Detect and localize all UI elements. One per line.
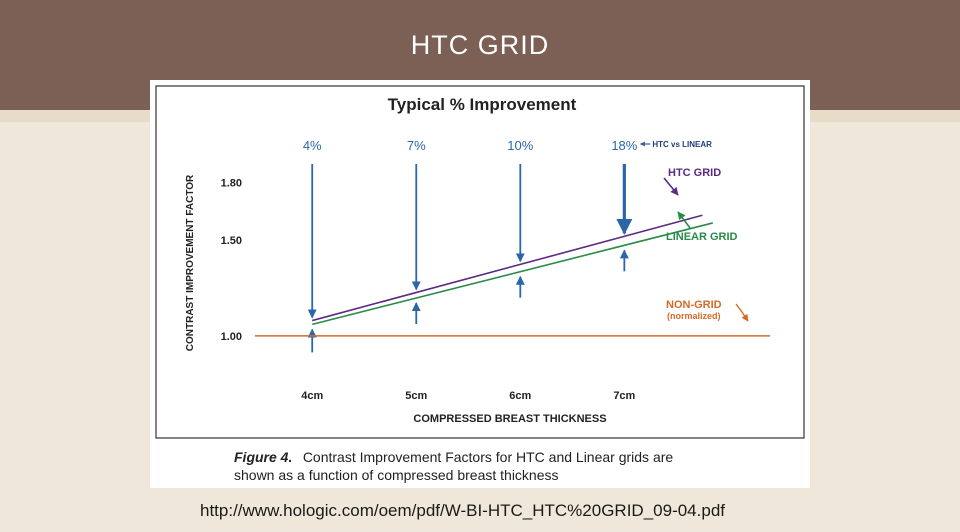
x-tick-label: 4cm xyxy=(301,390,323,402)
y-tick-label: 1.80 xyxy=(221,178,242,190)
chart-figure: Typical % Improvement CONTRAST IMPROVEME… xyxy=(150,80,810,488)
improvement-label: 7% xyxy=(407,138,426,153)
htc-pointer-arrow xyxy=(663,177,679,196)
x-tick-label: 6cm xyxy=(509,390,531,402)
chart-title: Typical % Improvement xyxy=(388,95,577,114)
figure-caption-line2: shown as a function of compressed breast… xyxy=(234,467,559,483)
series-label-htc: HTC GRID xyxy=(668,167,721,179)
improvement-label: 10% xyxy=(507,138,533,153)
y-tick-labels: 1.00 1.50 1.80 xyxy=(221,178,242,343)
series-line-htc xyxy=(312,214,703,322)
figure-caption-line1: Figure 4. Contrast Improvement Factors f… xyxy=(234,449,673,466)
source-url: http://www.hologic.com/oem/pdf/W-BI-HTC_… xyxy=(200,501,725,520)
linear-pointer-arrow xyxy=(677,211,691,229)
caption-text-1: Contrast Improvement Factors for HTC and… xyxy=(303,449,674,465)
series-sublabel-nongrid: (normalized) xyxy=(667,311,721,321)
improvement-arrows xyxy=(307,164,633,353)
series-label-nongrid: NON-GRID xyxy=(666,299,722,311)
x-axis-label: COMPRESSED BREAST THICKNESS xyxy=(413,413,606,425)
y-tick-label: 1.50 xyxy=(221,235,242,247)
series-label-linear: LINEAR GRID xyxy=(666,231,738,243)
y-axis-label: CONTRAST IMPROVEMENT FACTOR xyxy=(185,174,196,351)
slide-title: HTC GRID xyxy=(410,30,550,60)
y-tick-label: 1.00 xyxy=(221,331,242,343)
chart-svg: Typical % Improvement CONTRAST IMPROVEME… xyxy=(155,85,805,483)
x-tick-labels: 4cm 5cm 6cm 7cm xyxy=(301,390,635,402)
improvement-label: 18% xyxy=(611,138,637,153)
figure-number: Figure 4. xyxy=(234,449,292,465)
improvement-labels: 4% 7% 10% 18% xyxy=(303,138,638,153)
nongrid-pointer-arrow xyxy=(735,303,749,322)
x-tick-label: 5cm xyxy=(405,390,427,402)
htc-vs-linear-note: HTC vs LINEAR xyxy=(652,140,712,149)
figure-frame xyxy=(155,85,805,439)
series-line-linear xyxy=(312,222,713,326)
x-tick-label: 7cm xyxy=(613,390,635,402)
improvement-label: 4% xyxy=(303,138,322,153)
